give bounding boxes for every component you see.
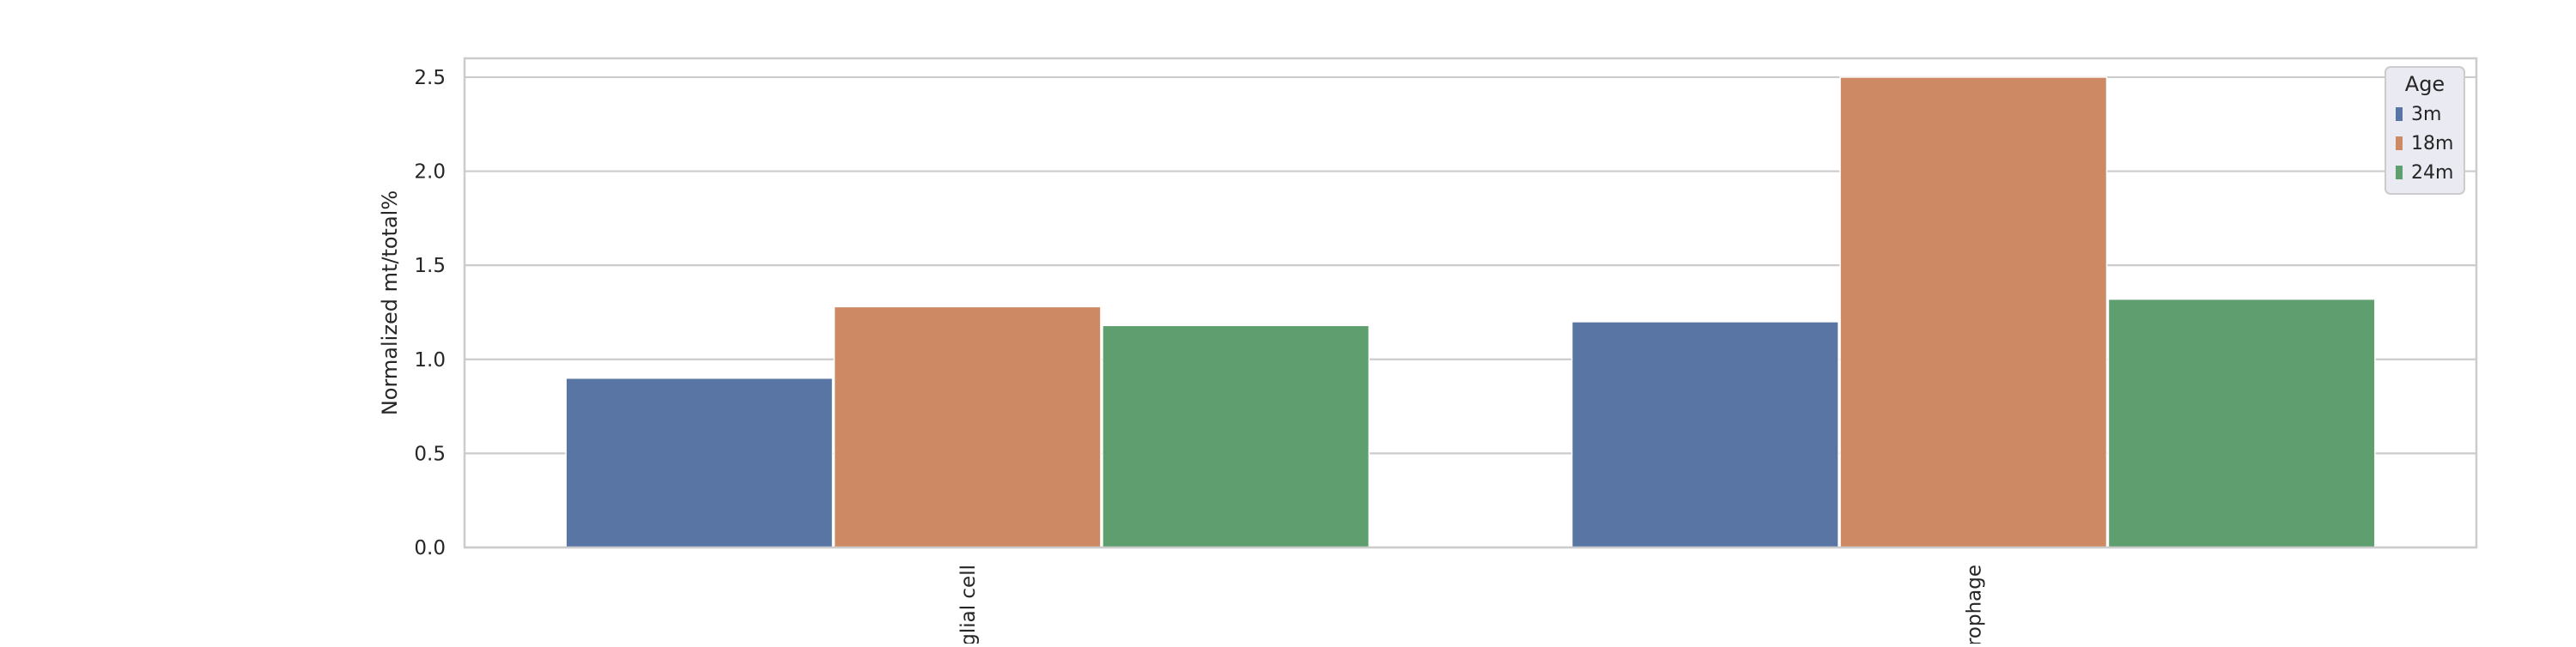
legend-swatch-3m — [2396, 107, 2403, 121]
y-tick-label: 0.0 — [414, 537, 446, 559]
bar-18m-1 — [1839, 76, 2108, 548]
x-tick-label: rophage — [1963, 565, 1985, 644]
y-axis-label: Normalized mt/total% — [378, 190, 402, 415]
legend-swatch-18m — [2396, 136, 2403, 150]
legend-title: Age — [2405, 72, 2445, 96]
bars — [565, 76, 2376, 548]
bar-24m-1 — [2107, 298, 2376, 548]
y-tick-label: 2.5 — [414, 67, 446, 89]
y-tick-label: 1.5 — [414, 255, 446, 277]
x-tick-labels: glial cell rophage — [957, 565, 1986, 646]
legend-label-24m: 24m — [2411, 162, 2453, 184]
x-tick-label: glial cell — [957, 565, 980, 644]
bar-18m-0 — [833, 305, 1102, 548]
plot-frame — [463, 57, 2478, 549]
bar-3m-0 — [565, 377, 834, 548]
legend: Age 3m 18m 24m — [2385, 66, 2465, 195]
legend-label-3m: 3m — [2411, 104, 2441, 125]
legend-box — [2385, 66, 2465, 195]
legend-label-18m: 18m — [2411, 133, 2453, 154]
y-tick-label: 0.5 — [414, 443, 446, 465]
y-tick-labels: 0.0 0.5 1.0 1.5 2.0 2.5 — [414, 67, 446, 559]
y-tick-label: 1.0 — [414, 349, 446, 372]
legend-swatch-24m — [2396, 166, 2403, 179]
y-tick-label: 2.0 — [414, 161, 446, 184]
bar-3m-1 — [1571, 321, 1839, 548]
bar-24m-0 — [1102, 324, 1370, 548]
